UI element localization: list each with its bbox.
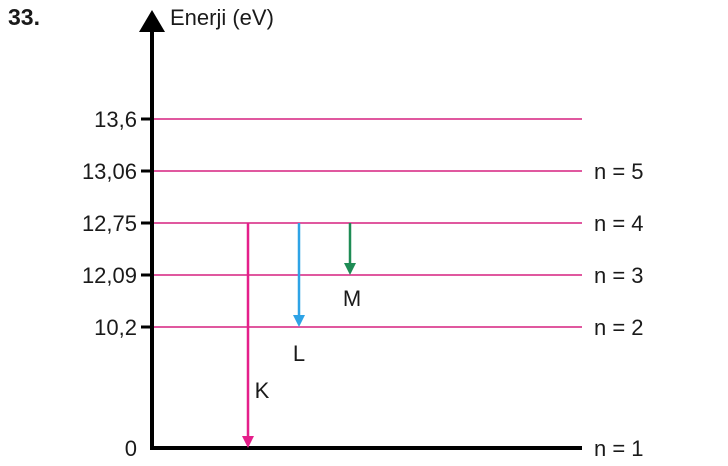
energy-value-label: 10,2: [94, 315, 137, 340]
arrowhead-icon: [344, 263, 356, 275]
y-axis-label: Enerji (eV): [170, 5, 274, 30]
quantum-number-label: n = 2: [594, 315, 644, 340]
quantum-number-label: n = 3: [594, 263, 644, 288]
transition-label-k: K: [255, 378, 270, 403]
arrowhead-icon: [293, 315, 305, 327]
levels-layer: 0 n = 1 10,2 n = 2 12,09 n = 3 12,75 n = 4 13,06…: [82, 107, 644, 461]
transition-label-m: M: [343, 286, 361, 311]
transitions-layer: KL M: [242, 223, 361, 448]
quantum-number-label: n = 4: [594, 211, 644, 236]
quantum-number-label: n = 1: [594, 436, 644, 461]
energy-value-label: 13,06: [82, 159, 137, 184]
axis-layer: Enerji (eV): [139, 5, 582, 450]
energy-value-label: 13,6: [94, 107, 137, 132]
y-axis-arrowhead-icon: [139, 10, 165, 32]
energy-value-label: 12,75: [82, 211, 137, 236]
transition-label-l: L: [293, 341, 305, 366]
quantum-number-label: n = 5: [594, 159, 644, 184]
arrowhead-icon: [242, 436, 254, 448]
question-number: 33.: [8, 4, 40, 30]
energy-value-label: 0: [125, 436, 137, 461]
energy-value-label: 12,09: [82, 263, 137, 288]
